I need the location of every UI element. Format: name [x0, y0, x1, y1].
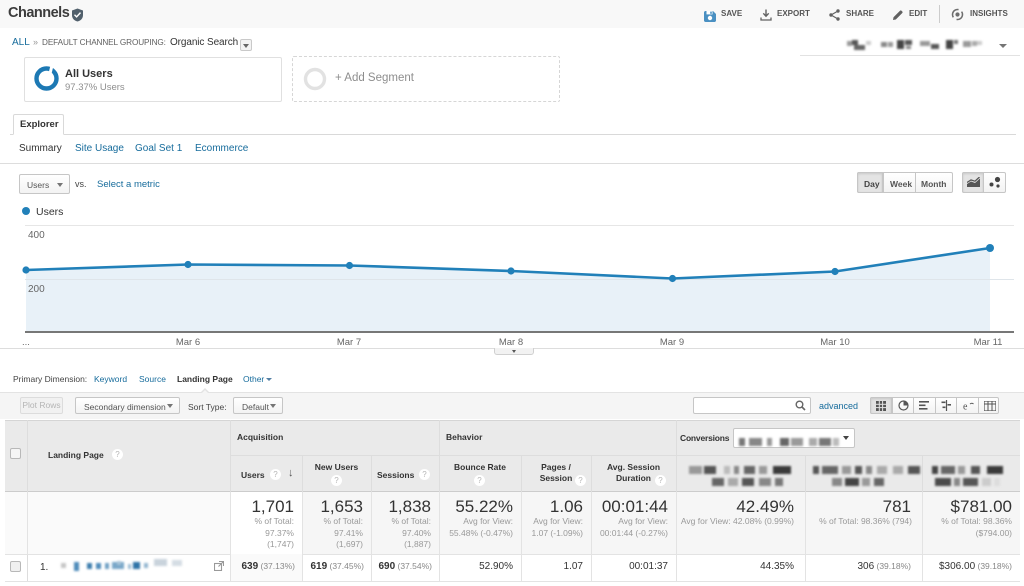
svg-text:Mar 10: Mar 10	[820, 337, 850, 348]
svg-text:Mar 11: Mar 11	[974, 337, 1003, 348]
svg-text:400: 400	[28, 230, 45, 241]
svg-text:200: 200	[28, 284, 45, 295]
svg-text:e: e	[963, 402, 968, 412]
svg-text:Mar 7: Mar 7	[337, 337, 361, 348]
svg-text:Mar 9: Mar 9	[660, 337, 684, 348]
svg-text:...: ...	[22, 337, 30, 348]
svg-text:Mar 8: Mar 8	[499, 337, 523, 348]
svg-text:Mar 6: Mar 6	[176, 337, 200, 348]
